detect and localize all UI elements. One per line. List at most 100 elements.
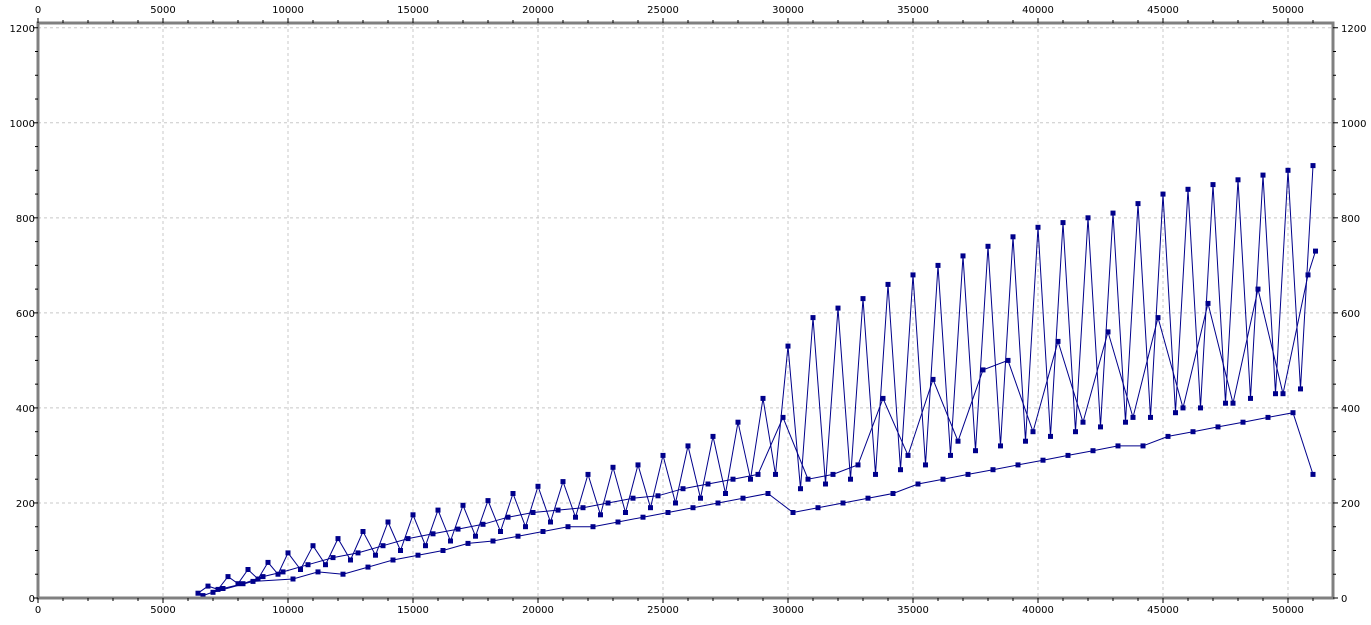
data-point [1198, 405, 1203, 411]
data-point [275, 571, 281, 577]
y-tick-label-left: 200 [16, 499, 35, 510]
data-point [523, 524, 528, 530]
data-point [473, 533, 478, 539]
data-point [255, 576, 261, 582]
data-point [480, 521, 486, 527]
data-point [690, 505, 696, 511]
x-tick-label-bottom: 35000 [897, 605, 929, 616]
x-tick-label-top: 0 [35, 5, 41, 16]
data-point [440, 548, 446, 553]
data-point [1185, 186, 1191, 192]
data-point [530, 510, 536, 515]
x-tick-label-bottom: 15000 [397, 605, 429, 616]
data-point [815, 505, 821, 511]
data-point [1005, 357, 1011, 363]
data-point [380, 543, 386, 549]
data-point [1115, 443, 1121, 449]
x-tick-label-bottom: 5000 [150, 605, 175, 616]
data-point [923, 462, 928, 468]
data-point [1305, 272, 1311, 278]
data-point [373, 552, 378, 558]
data-point [1273, 391, 1278, 397]
data-point [860, 296, 866, 302]
data-point [335, 536, 341, 542]
x-tick-label-top: 30000 [772, 5, 804, 16]
data-point [590, 524, 596, 530]
data-point [250, 578, 256, 584]
data-point [935, 262, 941, 268]
data-point [930, 376, 936, 382]
data-point [1310, 471, 1316, 477]
data-point [580, 505, 586, 511]
data-point [685, 443, 691, 449]
x-tick-label-bottom: 20000 [522, 605, 554, 616]
y-tick-label-left: 600 [16, 309, 35, 320]
data-point [960, 253, 966, 259]
data-point [1190, 429, 1196, 435]
data-point [200, 593, 206, 599]
x-tick-label-top: 15000 [397, 5, 429, 16]
y-tick-label-left: 1200 [10, 24, 35, 35]
data-point [1205, 300, 1211, 306]
data-point [490, 538, 496, 544]
data-point [980, 367, 986, 373]
data-point [610, 464, 616, 470]
data-point [1223, 400, 1228, 406]
data-point [673, 500, 678, 506]
data-point [998, 443, 1003, 449]
data-point [555, 507, 561, 513]
data-point [848, 476, 853, 482]
data-point [705, 481, 711, 487]
data-point [1040, 457, 1046, 463]
data-point [505, 514, 511, 520]
x-tick-label-top: 5000 [150, 5, 175, 16]
data-point [1015, 462, 1021, 468]
data-point [723, 491, 728, 496]
data-point [330, 555, 336, 561]
data-point [755, 471, 761, 477]
x-tick-label-top: 10000 [272, 5, 304, 16]
series-layer [195, 163, 1318, 599]
data-point [898, 467, 903, 473]
data-point [540, 529, 546, 534]
x-tick-label-bottom: 45000 [1147, 605, 1179, 616]
data-point [823, 481, 828, 487]
x-tick-label-top: 35000 [897, 5, 929, 16]
data-point [810, 315, 816, 321]
data-point [765, 491, 771, 496]
data-point [623, 510, 628, 515]
data-point [1140, 443, 1146, 449]
y-tick-label-left: 800 [16, 214, 35, 225]
x-tick-label-bottom: 40000 [1022, 605, 1054, 616]
data-point [680, 486, 686, 492]
data-point [498, 529, 503, 534]
data-point [635, 462, 641, 468]
data-point [1035, 224, 1041, 230]
data-point [835, 305, 841, 311]
data-point [655, 493, 661, 499]
data-point [485, 498, 491, 504]
data-point [1010, 234, 1016, 240]
data-point [598, 512, 603, 518]
data-point [865, 495, 871, 501]
x-tick-label-top: 45000 [1147, 5, 1179, 16]
data-point [948, 452, 953, 458]
data-point [1130, 414, 1136, 420]
data-point [648, 505, 653, 511]
data-point [260, 574, 266, 580]
data-point [265, 559, 271, 565]
data-point [1098, 424, 1103, 430]
data-point [1215, 424, 1221, 430]
data-point [1080, 419, 1086, 425]
data-point [535, 483, 541, 489]
data-point [548, 519, 553, 525]
data-point [798, 486, 803, 492]
data-point [1210, 182, 1216, 188]
data-point [385, 519, 391, 525]
data-point [280, 569, 286, 575]
data-point [1110, 210, 1116, 216]
data-point [1030, 429, 1036, 435]
data-point [873, 471, 878, 477]
data-point [740, 495, 746, 501]
